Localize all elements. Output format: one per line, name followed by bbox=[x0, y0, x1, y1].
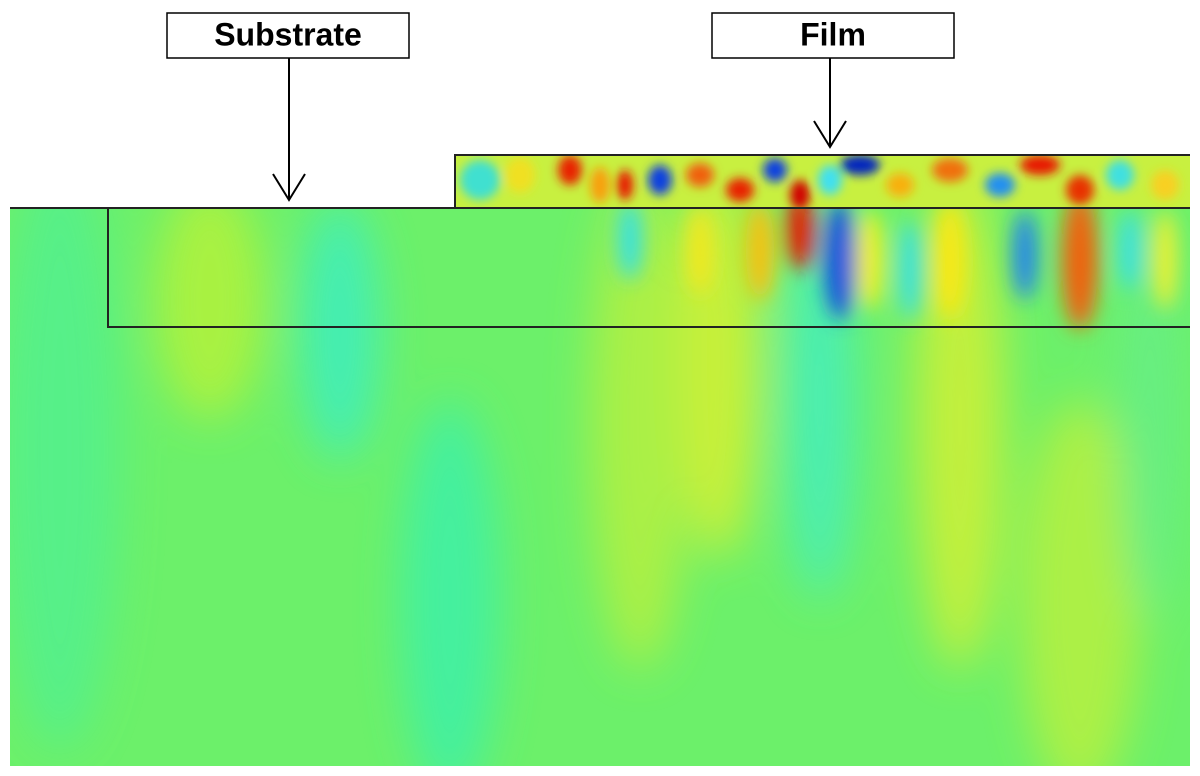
label-box bbox=[711, 12, 955, 59]
substrate-callout: Substrate bbox=[166, 12, 410, 202]
label-text: Film bbox=[800, 16, 866, 52]
label-box bbox=[166, 12, 410, 59]
film-callout: Film bbox=[711, 12, 955, 149]
geometry-outline bbox=[10, 154, 1190, 328]
arrow-head bbox=[272, 173, 306, 202]
film-field bbox=[455, 155, 1190, 208]
label-text: Substrate bbox=[214, 16, 362, 52]
arrow-head bbox=[813, 120, 847, 149]
substrate-field bbox=[10, 208, 1190, 766]
